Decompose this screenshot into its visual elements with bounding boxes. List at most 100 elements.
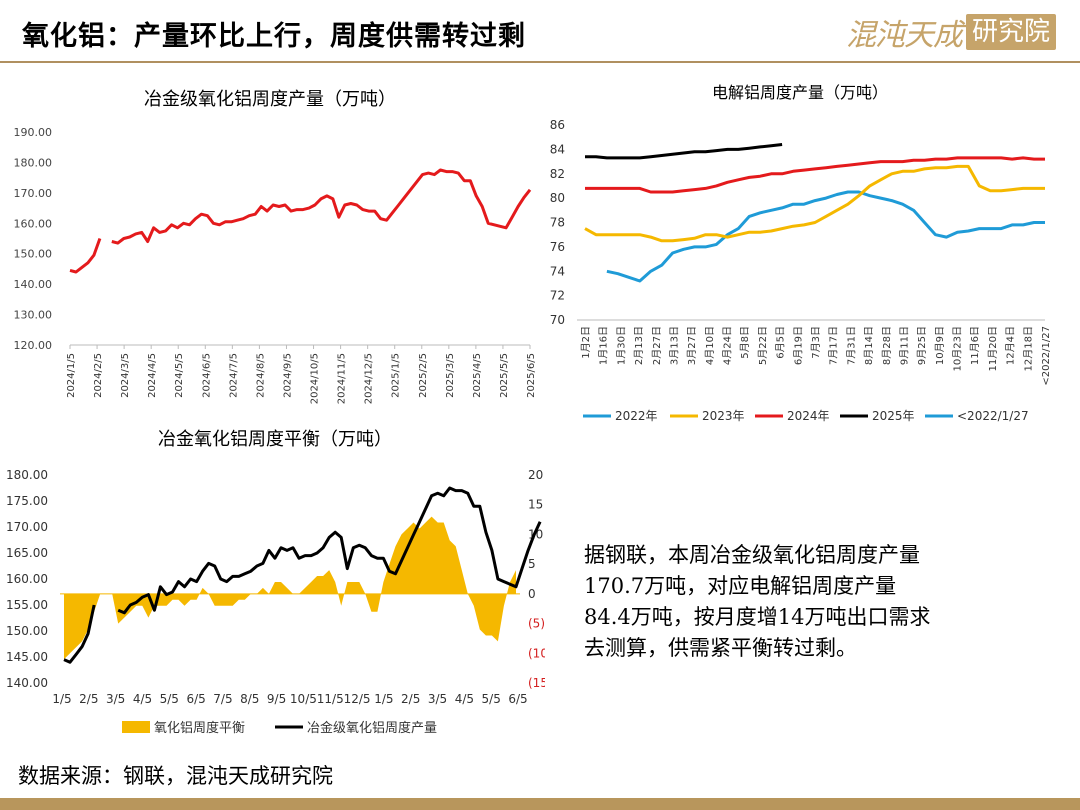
- y-left-tick-label: 165.00: [6, 546, 48, 560]
- commentary-line: 84.4万吨，按月度增14万吨出口需求: [584, 605, 931, 629]
- legend-label: 2022年: [615, 409, 658, 423]
- y-tick-label: 150.00: [14, 248, 53, 261]
- x-tick-label: 7月31日: [845, 326, 857, 365]
- series-line: [584, 164, 1045, 243]
- y-tick-label: 190.00: [14, 126, 53, 139]
- y-left-tick-label: 175.00: [6, 494, 48, 508]
- y-left-tick-label: 170.00: [6, 520, 48, 534]
- series-line: [585, 143, 783, 160]
- x-tick-label: 10月9日: [934, 326, 946, 365]
- alumina-output-chart: 冶金级氧化铝周度产量（万吨） 120.00 130.00 140.00 150.00 16…: [14, 89, 538, 404]
- x-tick-label: 2月27日: [651, 326, 663, 365]
- y-tick-label: 74: [550, 264, 565, 278]
- x-tick-label: 1月2日: [580, 326, 592, 359]
- series-line: [606, 190, 1045, 283]
- y-tick-label: 70: [550, 313, 565, 327]
- y-left-tick-label: 180.00: [6, 468, 48, 482]
- x-tick-label: 7月17日: [828, 326, 840, 365]
- x-tick-label: 6/5: [186, 692, 205, 706]
- x-tick-label: 2024/12/5: [364, 353, 375, 404]
- y-left-tick-label: 160.00: [6, 572, 48, 586]
- y-right-tick-label: (15): [528, 676, 545, 690]
- y-tick-label: 120.00: [14, 339, 53, 352]
- data-source: 数据来源：钢联，混沌天成研究院: [18, 764, 333, 788]
- x-tick-label: 8月14日: [863, 326, 875, 365]
- y-tick-label: 76: [550, 240, 565, 254]
- x-tick-label: <2022/1/27: [1041, 326, 1052, 386]
- y-tick-label: 78: [550, 216, 565, 230]
- y-tick-label: 170.00: [14, 187, 53, 200]
- legend-label: 2025年: [872, 409, 915, 423]
- series-line: [69, 237, 102, 274]
- x-tick-label: 10/5: [290, 692, 317, 706]
- chart-title: 电解铝周度产量（万吨）: [712, 83, 888, 102]
- x-tick-label: 8月28日: [881, 326, 893, 365]
- x-tick-label: 1月16日: [598, 326, 610, 365]
- x-tick-label: 5/5: [160, 692, 179, 706]
- legend-label: <2022/1/27: [957, 409, 1029, 423]
- x-tick-label: 1月30日: [615, 326, 627, 365]
- y-right-tick-label: 15: [528, 498, 543, 512]
- y-right-tick-label: 20: [528, 468, 543, 482]
- x-tick-label: 10月23日: [952, 326, 964, 371]
- x-tick-label: 3/5: [106, 692, 125, 706]
- y-right-tick-label: (10): [528, 646, 545, 660]
- commentary-line: 170.7万吨，对应电解铝周度产量: [584, 574, 897, 598]
- x-tick-label: 6月19日: [792, 326, 804, 365]
- x-tick-label: 2024/5/5: [174, 353, 185, 398]
- y-left-tick-label: 145.00: [6, 650, 48, 664]
- x-tick-label: 2025/5/5: [499, 353, 510, 398]
- legend-label: 2023年: [702, 409, 745, 423]
- commentary-line: 据钢联，本周冶金级氧化铝周度产量: [584, 543, 920, 567]
- x-tick-label: 2024/6/5: [201, 353, 212, 398]
- y-tick-label: 72: [550, 289, 565, 303]
- x-tick-label: 2024/8/5: [255, 353, 266, 398]
- x-tick-label: 2024/11/5: [337, 353, 348, 404]
- x-tick-label: 11月6日: [969, 326, 981, 365]
- y-tick-label: 86: [550, 118, 565, 132]
- x-tick-label: 6月5日: [775, 326, 787, 359]
- y-tick-label: 140.00: [14, 278, 53, 291]
- alumina-balance-chart: 冶金氧化铝周度平衡（万吨） 140.00 145.00 150.00 155.00 160…: [6, 429, 545, 736]
- x-tick-label: 11/5: [317, 692, 344, 706]
- x-tick-label: 3月13日: [668, 326, 680, 365]
- chart-title: 冶金级氧化铝周度产量（万吨）: [144, 89, 396, 110]
- x-tick-label: 2025/6/5: [526, 353, 537, 398]
- x-tick-label: 5/5: [482, 692, 501, 706]
- y-right-tick-label: 5: [528, 557, 536, 571]
- y-right-tick-label: (5): [528, 617, 545, 631]
- electrolytic-aluminium-chart: 电解铝周度产量（万吨） 70 72 74 76 78 80 82 84 86 1月2日 1月16日 1月…: [550, 83, 1052, 423]
- x-tick-label: 7/5: [213, 692, 232, 706]
- balance-area: [64, 516, 516, 660]
- x-tick-label: 3/5: [428, 692, 447, 706]
- y-left-tick-label: 150.00: [6, 624, 48, 638]
- x-tick-label: 9月11日: [898, 326, 910, 365]
- x-tick-label: 12月4日: [1005, 326, 1017, 365]
- y-tick-label: 80: [550, 191, 565, 205]
- x-tick-label: 9/5: [267, 692, 286, 706]
- chart-title: 冶金氧化铝周度平衡（万吨）: [158, 429, 392, 450]
- page-title: 氧化铝：产量环比上行，周度供需转过剩: [22, 21, 526, 52]
- commentary-line: 去测算，供需紧平衡转过剩。: [584, 636, 857, 660]
- legend-swatch: [122, 721, 150, 733]
- footer-bar: [0, 798, 1080, 810]
- x-tick-label: 4月24日: [722, 326, 734, 365]
- x-tick-label: 4月10日: [704, 326, 716, 365]
- y-tick-label: 160.00: [14, 217, 53, 230]
- brand-logo: 混沌天成 研究院: [846, 12, 1057, 53]
- logo-text: 混沌天成: [846, 18, 963, 53]
- legend-label: 2024年: [787, 409, 830, 423]
- x-tick-label: 4/5: [133, 692, 152, 706]
- x-tick-label: 9月25日: [916, 326, 928, 365]
- x-tick-label: 1/5: [52, 692, 71, 706]
- x-tick-label: 11月20日: [987, 326, 999, 371]
- x-tick-label: 7月3日: [810, 326, 822, 359]
- legend-label: 冶金级氧化铝周度产量: [307, 720, 437, 736]
- x-tick-label: 12/5: [344, 692, 371, 706]
- x-tick-label: 2月13日: [633, 326, 645, 365]
- legend-label: 氧化铝周度平衡: [154, 720, 245, 736]
- y-tick-label: 84: [550, 142, 565, 156]
- commentary-text: 据钢联，本周冶金级氧化铝周度产量 170.7万吨，对应电解铝周度产量 84.4万…: [584, 540, 1024, 664]
- series-line: [111, 168, 532, 245]
- y-right-tick-label: 0: [528, 587, 536, 601]
